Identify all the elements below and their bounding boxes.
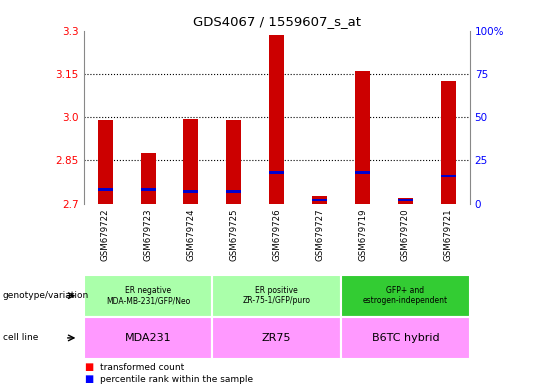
Bar [441, 175, 456, 177]
Text: ER negative
MDA-MB-231/GFP/Neo: ER negative MDA-MB-231/GFP/Neo [106, 286, 190, 305]
Title: GDS4067 / 1559607_s_at: GDS4067 / 1559607_s_at [193, 15, 361, 28]
Text: ■: ■ [84, 362, 93, 372]
Bar [184, 119, 199, 204]
Text: percentile rank within the sample: percentile rank within the sample [100, 374, 253, 384]
Text: GSM679726: GSM679726 [272, 209, 281, 261]
Text: transformed count: transformed count [100, 363, 184, 372]
Text: GSM679725: GSM679725 [230, 209, 238, 261]
Bar [140, 189, 156, 191]
Text: GSM679719: GSM679719 [358, 209, 367, 261]
Text: ■: ■ [84, 374, 93, 384]
Text: GSM679722: GSM679722 [100, 209, 110, 261]
Bar [269, 35, 284, 204]
Bar [184, 190, 199, 193]
Bar [212, 275, 341, 317]
Text: GFP+ and
estrogen-independent: GFP+ and estrogen-independent [363, 286, 448, 305]
Bar [312, 199, 327, 201]
Text: GSM679721: GSM679721 [444, 209, 453, 261]
Text: GSM679727: GSM679727 [315, 209, 324, 261]
Bar [212, 317, 341, 359]
Text: GSM679723: GSM679723 [144, 209, 153, 261]
Text: ER positive
ZR-75-1/GFP/puro: ER positive ZR-75-1/GFP/puro [243, 286, 310, 305]
Bar [355, 171, 370, 174]
Text: cell line: cell line [3, 333, 38, 343]
Bar [312, 196, 327, 204]
Bar [226, 190, 241, 193]
Text: GSM679724: GSM679724 [186, 209, 195, 261]
Bar [84, 275, 212, 317]
Text: genotype/variation: genotype/variation [3, 291, 89, 300]
Text: ZR75: ZR75 [262, 333, 292, 343]
Bar [441, 81, 456, 204]
Text: MDA231: MDA231 [125, 333, 171, 343]
Bar [398, 199, 413, 201]
Text: B6TC hybrid: B6TC hybrid [372, 333, 439, 343]
Bar [84, 317, 212, 359]
Bar [341, 317, 470, 359]
Bar [226, 120, 241, 204]
Bar [98, 189, 113, 191]
Bar [140, 153, 156, 204]
Bar [98, 120, 113, 204]
Text: GSM679720: GSM679720 [401, 209, 410, 261]
Bar [269, 171, 284, 174]
Bar [341, 275, 470, 317]
Bar [355, 71, 370, 204]
Bar [398, 198, 413, 204]
